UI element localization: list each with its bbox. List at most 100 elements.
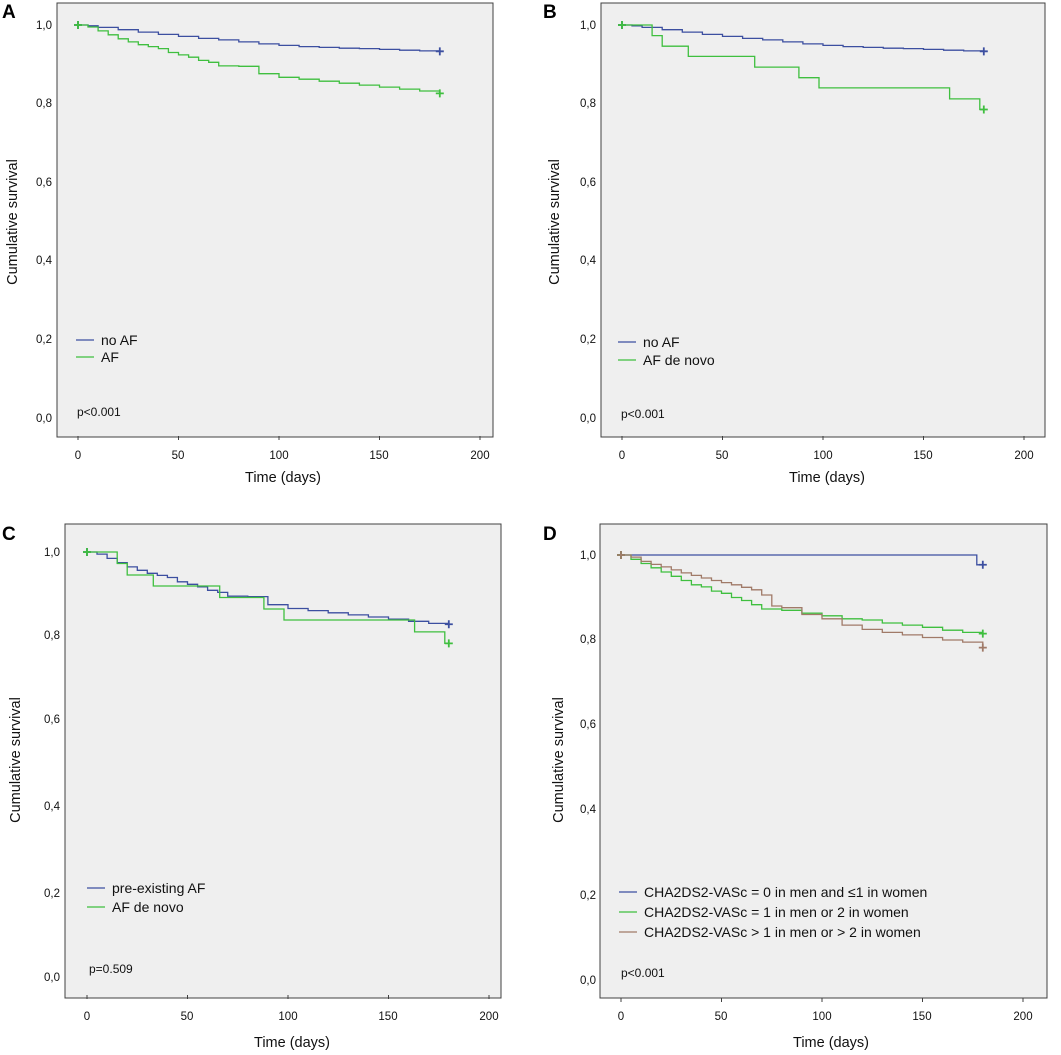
x-tick-label: 100	[278, 1011, 297, 1023]
x-axis-title-a: Time (days)	[245, 470, 321, 486]
y-tick-label: 0,8	[580, 98, 596, 110]
y-tick-label: 0,4	[580, 255, 597, 267]
legend-label-no-af: no AF	[643, 334, 680, 350]
axis-ticks	[621, 436, 1025, 440]
y-tick-label: 1,0	[44, 547, 60, 559]
x-tick-label: 100	[813, 450, 832, 462]
x-tick-label: 150	[913, 450, 932, 462]
y-ticks-d: 0,0 0,2 0,4 0,6 0,8 1,0	[580, 550, 597, 987]
censor-marker-series-1	[435, 47, 444, 56]
axis-ticks	[620, 998, 1024, 1002]
censor-marker-series-2	[444, 639, 453, 648]
panel-label-a: A	[2, 2, 16, 23]
censor-marker-series-3	[978, 643, 987, 652]
panel-d: D 0 50 100 150 200 0,0 0,2 0,4 0,6 0,8 1…	[543, 523, 1048, 1051]
x-tick-label: 200	[1013, 1011, 1032, 1023]
x-axis-title-c: Time (days)	[254, 1035, 330, 1051]
legend-label-no-af: no AF	[101, 332, 138, 348]
survival-curves-b	[618, 21, 1025, 440]
y-tick-label: 0,6	[44, 714, 60, 726]
x-tick-label: 50	[716, 450, 729, 462]
x-tick-label: 50	[172, 450, 185, 462]
x-tick-label: 0	[618, 1011, 624, 1023]
x-ticks-d: 0 50 100 150 200	[618, 1011, 1033, 1023]
y-axis-title-b: Cumulative survival	[547, 159, 563, 285]
p-value-b: p<0.001	[621, 407, 665, 421]
y-axis-title-c: Cumulative survival	[8, 697, 24, 823]
x-tick-label: 150	[378, 1011, 397, 1023]
x-ticks-b: 0 50 100 150 200	[619, 450, 1034, 462]
y-tick-label: 1,0	[36, 20, 52, 32]
y-axis-title-a: Cumulative survival	[5, 159, 21, 285]
plot-area-a	[56, 2, 494, 438]
x-axis-title-d: Time (days)	[793, 1035, 869, 1051]
y-tick-label: 0,2	[580, 890, 596, 902]
panel-label-d: D	[543, 524, 557, 545]
y-tick-label: 0,4	[44, 801, 61, 813]
x-ticks-a: 0 50 100 150 200	[75, 450, 490, 462]
y-tick-label: 0,6	[36, 177, 52, 189]
y-tick-label: 0,6	[580, 177, 596, 189]
survival-curve-series-2	[87, 551, 449, 645]
y-ticks-c: 0,0 0,2 0,4 0,6 0,8 1,0	[44, 547, 61, 984]
plot-area-b	[600, 2, 1046, 438]
x-axis-title-b: Time (days)	[789, 470, 865, 486]
legend-label-pre-existing-af: pre-existing AF	[112, 880, 205, 896]
panel-c: C 0 50 100 150 200 0,0 0,2 0,4 0,6 0,8 1…	[2, 523, 502, 1051]
panel-a: A 0 50 100 150 200 0,0 0,2 0,4 0,6 0,8 1…	[2, 2, 494, 486]
x-tick-label: 50	[715, 1011, 728, 1023]
start-marker-series-2	[83, 548, 91, 556]
start-marker-series-2	[74, 21, 82, 29]
plot-area-d	[599, 523, 1048, 999]
survival-curve-series-3	[621, 554, 984, 648]
y-ticks-a: 0,0 0,2 0,4 0,6 0,8 1,0	[36, 20, 53, 425]
y-tick-label: 0,4	[36, 255, 53, 267]
y-tick-label: 0,0	[580, 413, 596, 425]
y-tick-label: 1,0	[580, 20, 596, 32]
y-tick-label: 0,0	[44, 972, 60, 984]
censor-marker-series-1	[444, 620, 453, 629]
x-tick-label: 150	[369, 450, 388, 462]
legend-d: CHA2DS2-VASc = 0 in men and ≤1 in women …	[619, 884, 927, 940]
y-ticks-b: 0,0 0,2 0,4 0,6 0,8 1,0	[580, 20, 597, 425]
y-axis-title-d: Cumulative survival	[551, 697, 567, 823]
y-tick-label: 0,2	[580, 334, 596, 346]
y-tick-label: 0,0	[36, 413, 52, 425]
survival-curve-series-2	[621, 554, 984, 634]
x-tick-label: 0	[619, 450, 625, 462]
legend-label-cha2ds2-vasc-low: CHA2DS2-VASc = 0 in men and ≤1 in women	[644, 884, 927, 900]
survival-curves-c	[83, 548, 490, 999]
x-tick-label: 200	[479, 1011, 498, 1023]
y-tick-label: 0,8	[580, 634, 596, 646]
p-value-c: p=0.509	[89, 962, 133, 976]
x-ticks-c: 0 50 100 150 200	[84, 1011, 499, 1023]
survival-curve-series-1	[78, 24, 441, 52]
x-tick-label: 100	[269, 450, 288, 462]
censor-marker-series-1	[979, 47, 988, 56]
survival-curve-series-1	[622, 24, 985, 52]
start-marker-series-2	[618, 21, 626, 29]
panel-label-b: B	[543, 2, 557, 23]
legend-b: no AF AF de novo	[618, 334, 715, 368]
y-tick-label: 0,2	[44, 888, 60, 900]
legend-c: pre-existing AF AF de novo	[87, 880, 205, 915]
survival-curves-a	[74, 21, 481, 440]
y-tick-label: 0,4	[580, 804, 597, 816]
legend-label-cha2ds2-vasc-mid: CHA2DS2-VASc = 1 in men or 2 in women	[644, 904, 909, 920]
censor-marker-series-2	[979, 105, 988, 114]
x-tick-label: 100	[812, 1011, 831, 1023]
legend-label-af: AF	[101, 349, 119, 365]
y-tick-label: 0,0	[580, 975, 596, 987]
plot-area-c	[64, 523, 502, 999]
survival-curve-series-2	[622, 24, 984, 111]
p-value-d: p<0.001	[621, 966, 665, 980]
censor-marker-series-1	[978, 560, 987, 569]
axis-ticks	[77, 436, 481, 440]
legend-label-af-de-novo: AF de novo	[643, 352, 715, 368]
panel-b: B 0 50 100 150 200 0,0 0,2 0,4 0,6 0,8 1…	[543, 2, 1046, 486]
x-tick-label: 200	[470, 450, 489, 462]
y-tick-label: 0,8	[44, 630, 60, 642]
axis-ticks	[86, 995, 490, 999]
p-value-a: p<0.001	[77, 405, 121, 419]
